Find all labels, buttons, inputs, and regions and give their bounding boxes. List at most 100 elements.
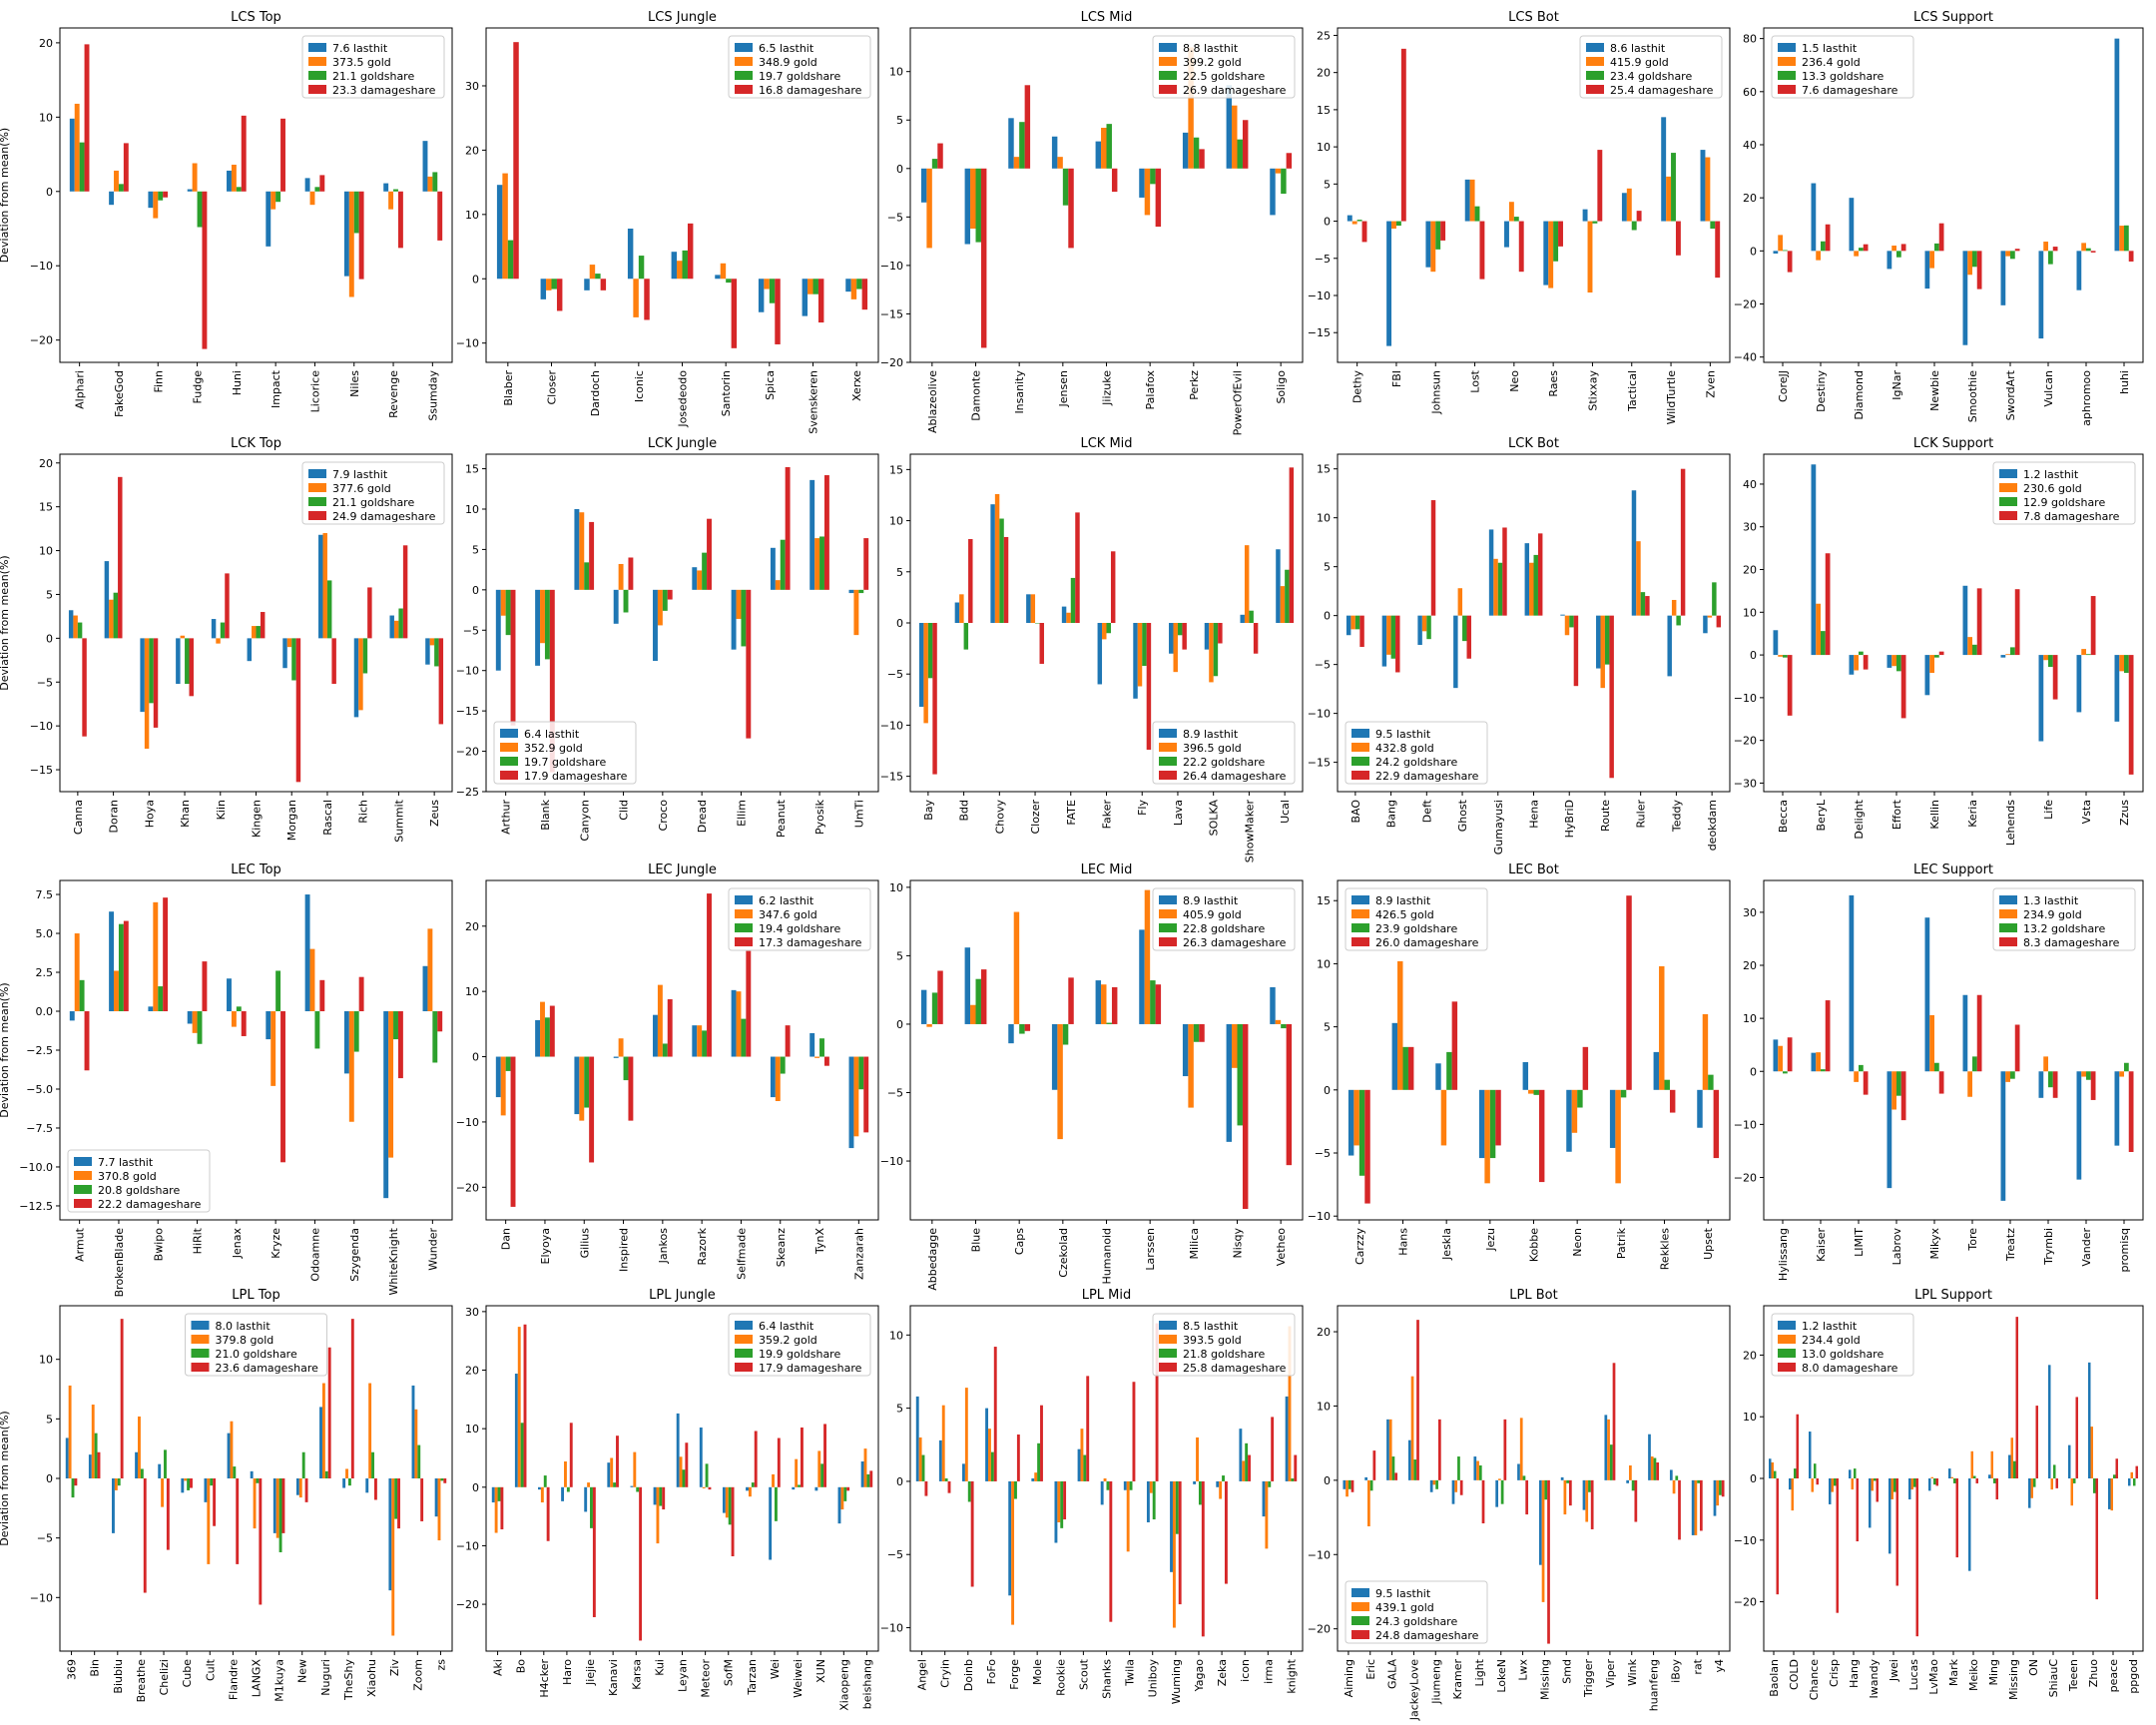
bar xyxy=(1928,1478,1931,1491)
legend-label: 22.9 damageshare xyxy=(1375,770,1479,783)
bar xyxy=(1358,1089,1365,1176)
bar xyxy=(1811,1478,1814,1492)
x-tick-label: Faker xyxy=(1101,800,1114,830)
bar xyxy=(1129,1480,1133,1490)
bar xyxy=(1645,596,1650,616)
y-tick-label: 15 xyxy=(1317,894,1331,907)
bar xyxy=(1359,615,1364,648)
x-tick-label: Keria xyxy=(1966,800,1979,828)
legend-swatch xyxy=(1351,909,1369,918)
bar xyxy=(1155,168,1162,228)
x-tick-label: WhiteKnight xyxy=(387,1227,400,1295)
bar xyxy=(1699,1479,1703,1531)
bar xyxy=(1854,251,1859,257)
bar xyxy=(1390,615,1396,659)
y-tick-label: 20 xyxy=(465,144,479,157)
bar xyxy=(1615,1089,1621,1184)
bar xyxy=(1019,1023,1025,1034)
x-tick-label: Armut xyxy=(74,1227,87,1262)
y-tick-label: 0 xyxy=(46,1472,53,1485)
x-tick-label: Vulcan xyxy=(2042,370,2055,407)
subplot-title: LCS Mid xyxy=(1081,10,1133,25)
bar xyxy=(1604,615,1610,665)
legend-label: 19.7 goldshare xyxy=(524,756,606,769)
bar xyxy=(1242,120,1249,169)
bar xyxy=(266,191,271,247)
bar xyxy=(74,1478,78,1486)
bar xyxy=(1016,1435,1020,1481)
bar xyxy=(84,1011,90,1071)
bar xyxy=(1101,128,1107,169)
bar xyxy=(726,279,732,284)
legend-swatch xyxy=(1159,1363,1177,1372)
bar xyxy=(814,1486,818,1491)
legend-swatch xyxy=(1351,743,1369,752)
legend-label: 24.2 goldshare xyxy=(1375,756,1457,769)
x-tick-label: Dethy xyxy=(1351,370,1364,404)
x-tick-label: Rookie xyxy=(1054,1659,1067,1696)
x-tick-label: Shanks xyxy=(1101,1659,1114,1699)
legend-swatch xyxy=(308,57,326,66)
bar xyxy=(429,638,435,646)
bar xyxy=(365,1478,369,1493)
bar xyxy=(1400,48,1406,222)
y-tick-label: 40 xyxy=(1743,139,1757,152)
bar xyxy=(1538,1089,1545,1183)
x-tick-label: Zanzarah xyxy=(852,1228,865,1280)
bar xyxy=(1715,221,1721,279)
bar xyxy=(241,115,247,192)
bar xyxy=(1821,241,1826,252)
bar xyxy=(1518,221,1524,273)
bar xyxy=(927,623,933,679)
legend-frame xyxy=(1992,461,2136,525)
bar xyxy=(1900,244,1906,252)
bar xyxy=(1592,221,1598,224)
x-tick-label: LANGX xyxy=(251,1659,264,1698)
y-tick-label: 0 xyxy=(1750,649,1757,662)
bar xyxy=(1188,47,1194,169)
bar xyxy=(1435,1479,1438,1489)
legend-label: 6.4 lasthit xyxy=(759,1320,814,1333)
bar xyxy=(1886,1071,1892,1189)
bar xyxy=(800,1427,804,1487)
bar xyxy=(970,1004,976,1024)
x-tick-label: FBI xyxy=(1390,370,1403,387)
x-tick-label: Nuguri xyxy=(319,1659,332,1696)
legend-swatch xyxy=(1778,85,1796,94)
y-tick-label: 0 xyxy=(472,1481,479,1494)
bar xyxy=(1938,223,1944,252)
bar xyxy=(1587,221,1593,293)
legend-frame xyxy=(728,1313,871,1377)
y-tick-label: 10 xyxy=(1317,141,1331,154)
bar xyxy=(118,184,124,192)
y-tick-label: −5 xyxy=(887,668,903,681)
bar xyxy=(275,970,281,1012)
y-tick-label: 20 xyxy=(39,37,53,50)
bar xyxy=(1288,1326,1292,1481)
bar xyxy=(153,901,159,1012)
x-tick-label: Neon xyxy=(1571,1228,1584,1257)
bar xyxy=(1199,149,1205,169)
bar xyxy=(920,989,927,1024)
bar xyxy=(819,536,824,590)
bar xyxy=(104,561,110,639)
bar xyxy=(140,1468,144,1478)
bar xyxy=(751,1482,755,1487)
bar xyxy=(705,1463,709,1487)
bar xyxy=(975,168,981,243)
bar xyxy=(1240,614,1245,623)
bar xyxy=(610,1457,614,1487)
bar xyxy=(187,1011,193,1024)
bar xyxy=(358,191,364,280)
bar xyxy=(520,1423,524,1487)
bar xyxy=(1948,1468,1951,1478)
bar xyxy=(607,1462,611,1487)
bar xyxy=(1111,986,1118,1024)
bar xyxy=(2000,655,2006,658)
bar xyxy=(1970,1450,1973,1478)
x-tick-label: Svenskeren xyxy=(808,370,820,434)
x-tick-label: CoreJJ xyxy=(1777,370,1790,402)
legend-label: 7.8 damageshare xyxy=(2023,510,2120,523)
